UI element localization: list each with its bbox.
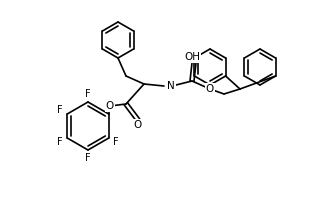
Text: O: O [206, 84, 214, 94]
Text: F: F [85, 153, 91, 163]
Text: O: O [106, 101, 114, 111]
Text: F: F [113, 137, 119, 147]
Text: F: F [85, 89, 91, 99]
Text: OH: OH [184, 52, 200, 62]
Text: F: F [57, 137, 63, 147]
Text: N: N [167, 81, 175, 91]
Text: O: O [134, 120, 142, 130]
Text: F: F [57, 105, 63, 115]
